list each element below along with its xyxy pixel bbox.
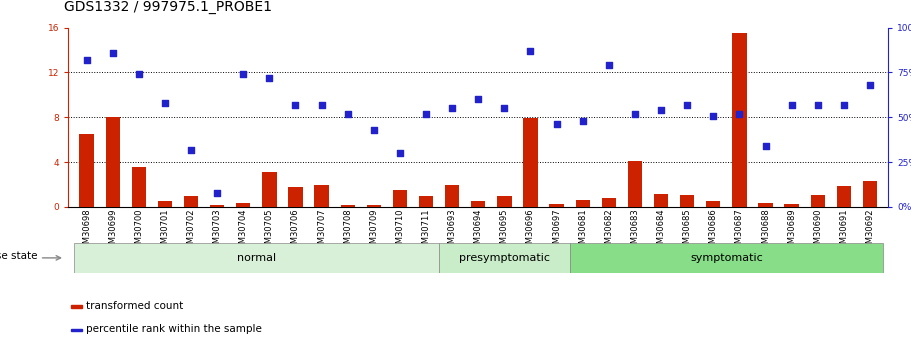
Point bbox=[445, 106, 459, 111]
Bar bbox=[132, 167, 146, 207]
Point bbox=[471, 97, 486, 102]
Bar bbox=[393, 190, 407, 207]
Point bbox=[184, 147, 199, 152]
Bar bbox=[106, 117, 120, 207]
Bar bbox=[811, 195, 824, 207]
Bar bbox=[549, 204, 564, 207]
Bar bbox=[628, 161, 642, 207]
Bar bbox=[654, 194, 669, 207]
Bar bbox=[341, 205, 355, 207]
Point bbox=[601, 62, 616, 68]
Text: disease state: disease state bbox=[0, 252, 37, 262]
Bar bbox=[288, 187, 302, 207]
Point bbox=[393, 150, 407, 156]
Bar bbox=[680, 195, 694, 207]
Point bbox=[863, 82, 877, 88]
Point bbox=[576, 118, 590, 124]
Bar bbox=[445, 185, 459, 207]
Bar bbox=[74, 243, 439, 273]
Bar bbox=[523, 118, 537, 207]
Bar bbox=[497, 196, 512, 207]
Bar bbox=[419, 196, 434, 207]
Text: percentile rank within the sample: percentile rank within the sample bbox=[86, 325, 261, 334]
Point bbox=[811, 102, 825, 108]
Point bbox=[732, 111, 747, 117]
Bar bbox=[601, 198, 616, 207]
Point bbox=[79, 57, 94, 63]
Point bbox=[523, 48, 537, 54]
Bar bbox=[576, 200, 590, 207]
Bar bbox=[71, 305, 82, 308]
Bar bbox=[210, 205, 224, 207]
Text: normal: normal bbox=[237, 253, 276, 263]
Bar bbox=[158, 201, 172, 207]
Bar bbox=[863, 181, 877, 207]
Point bbox=[158, 100, 172, 106]
Point bbox=[366, 127, 381, 132]
Point bbox=[131, 71, 146, 77]
Bar bbox=[706, 201, 721, 207]
Point bbox=[784, 102, 799, 108]
Bar bbox=[184, 196, 199, 207]
Point bbox=[706, 113, 721, 118]
Bar bbox=[236, 203, 251, 207]
Bar bbox=[439, 243, 569, 273]
Point bbox=[262, 75, 277, 81]
Bar bbox=[262, 172, 277, 207]
Text: transformed count: transformed count bbox=[86, 301, 183, 311]
Bar bbox=[471, 201, 486, 207]
Bar bbox=[71, 328, 82, 332]
Point bbox=[497, 106, 512, 111]
Bar bbox=[784, 204, 799, 207]
Point bbox=[549, 122, 564, 127]
Bar bbox=[569, 243, 883, 273]
Point bbox=[419, 111, 434, 117]
Text: GDS1332 / 997975.1_PROBE1: GDS1332 / 997975.1_PROBE1 bbox=[64, 0, 271, 14]
Point bbox=[836, 102, 851, 108]
Bar bbox=[314, 185, 329, 207]
Point bbox=[210, 190, 224, 195]
Text: symptomatic: symptomatic bbox=[690, 253, 763, 263]
Bar bbox=[366, 205, 381, 207]
Bar bbox=[79, 134, 94, 207]
Bar bbox=[732, 33, 747, 207]
Point bbox=[758, 143, 773, 149]
Text: presymptomatic: presymptomatic bbox=[459, 253, 550, 263]
Point bbox=[341, 111, 355, 117]
Bar bbox=[758, 203, 773, 207]
Point bbox=[106, 50, 120, 56]
Point bbox=[628, 111, 642, 117]
Point bbox=[236, 71, 251, 77]
Point bbox=[654, 107, 669, 113]
Bar bbox=[836, 186, 851, 207]
Point bbox=[288, 102, 302, 108]
Point bbox=[680, 102, 694, 108]
Point bbox=[314, 102, 329, 108]
